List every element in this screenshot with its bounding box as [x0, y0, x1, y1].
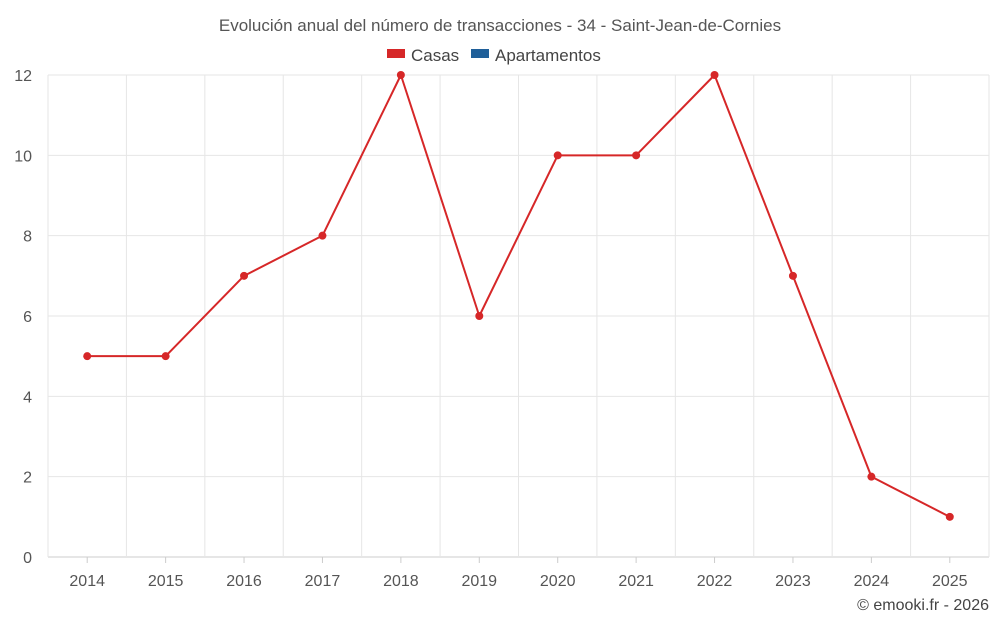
- data-point[interactable]: [475, 312, 484, 320]
- data-point[interactable]: [788, 271, 797, 280]
- x-tick-label: 2018: [383, 573, 419, 590]
- legend: Casas Apartamentos: [387, 46, 601, 65]
- y-tick-label: 8: [23, 229, 32, 246]
- y-axis-ticks: 0 2 4 6 8 10 12: [14, 68, 32, 567]
- data-point[interactable]: [83, 352, 92, 361]
- series-line-casas: [87, 74, 951, 518]
- x-tick-label: 2020: [540, 573, 576, 590]
- x-tick-label: 2019: [461, 573, 497, 590]
- x-tick-label: 2022: [697, 573, 733, 590]
- data-point[interactable]: [396, 71, 405, 79]
- x-axis-ticks: 2014 2015 2016 2017 2018 2019 2020 2021 2022 2023…: [69, 557, 968, 590]
- data-point[interactable]: [553, 151, 562, 160]
- y-tick-label: 4: [23, 389, 32, 406]
- data-point[interactable]: [945, 512, 954, 521]
- x-tick-label: 2021: [618, 573, 654, 590]
- data-point[interactable]: [710, 71, 719, 79]
- x-tick-label: 2024: [854, 573, 890, 590]
- chart-title: Evolución anual del número de transaccio…: [219, 16, 781, 35]
- data-point[interactable]: [161, 352, 170, 361]
- x-tick-label: 2023: [775, 573, 811, 590]
- legend-label-apartamentos[interactable]: Apartamentos: [495, 46, 601, 65]
- data-point[interactable]: [318, 231, 327, 240]
- credit-text: © emooki.fr - 2026: [857, 597, 989, 614]
- legend-swatch-apartamentos: [471, 49, 489, 58]
- y-tick-label: 6: [23, 309, 32, 326]
- legend-swatch-casas: [387, 49, 405, 58]
- data-point[interactable]: [632, 151, 641, 160]
- data-point[interactable]: [867, 472, 876, 481]
- grid: [47, 74, 990, 558]
- data-point[interactable]: [240, 271, 249, 280]
- series-casas: [83, 71, 954, 521]
- x-tick-label: 2017: [305, 573, 341, 590]
- x-tick-label: 2016: [226, 573, 262, 590]
- y-tick-label: 12: [14, 68, 32, 85]
- x-tick-label: 2015: [148, 573, 184, 590]
- x-tick-label: 2025: [932, 573, 968, 590]
- y-tick-label: 0: [23, 550, 32, 567]
- y-tick-label: 10: [14, 148, 32, 165]
- y-tick-label: 2: [23, 470, 32, 487]
- legend-label-casas[interactable]: Casas: [411, 46, 459, 65]
- x-tick-label: 2014: [69, 573, 105, 590]
